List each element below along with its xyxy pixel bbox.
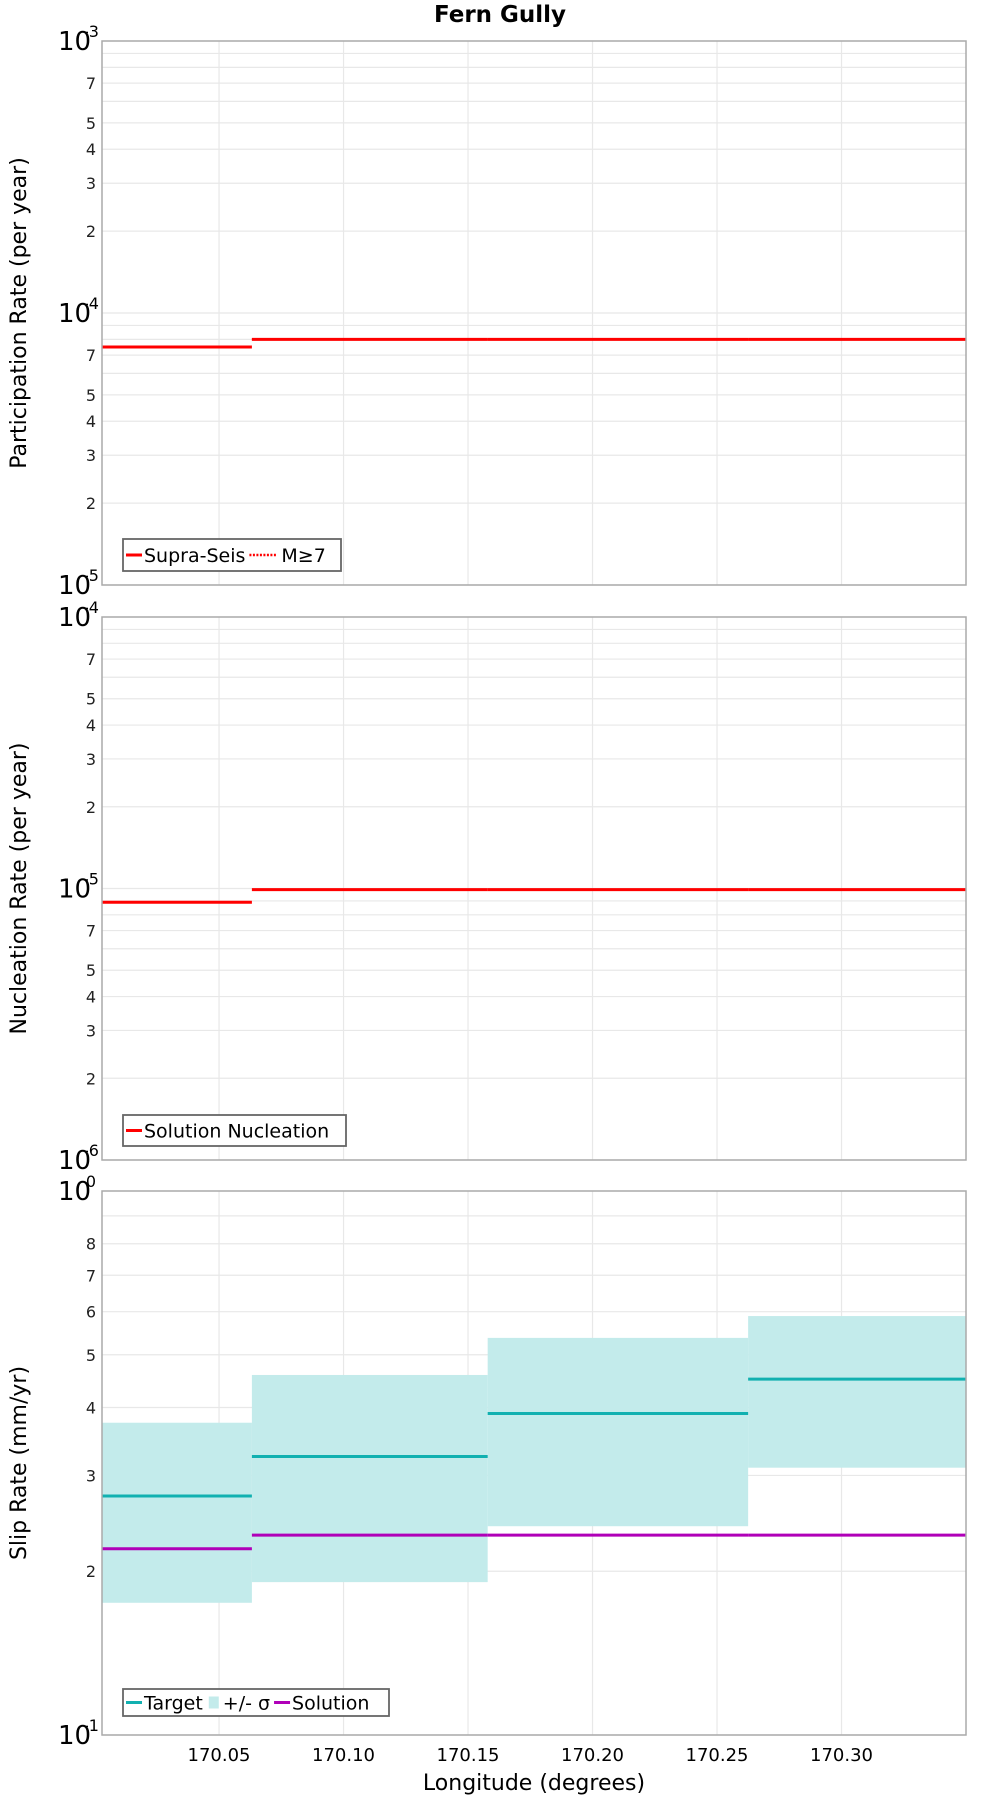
y-minor-tick-label: 2 <box>86 1562 96 1581</box>
gridlines <box>102 41 966 586</box>
y-major-tick-label: 10 <box>58 875 91 905</box>
y-tick-exponent: -4 <box>83 598 99 617</box>
y-tick-exponent: 0 <box>86 1172 96 1191</box>
y-major-tick-label: 10 <box>58 1146 91 1176</box>
x-tick-label: 170.20 <box>561 1745 624 1766</box>
sigma-band <box>102 1422 252 1603</box>
y-minor-tick-label: 7 <box>86 346 96 365</box>
y-axis-label: Nucleation Rate (per year) <box>7 743 32 1035</box>
legend-item: Solution <box>274 1693 369 1715</box>
legend-label: Target <box>143 1693 203 1715</box>
y-minor-tick-label: 3 <box>86 174 96 193</box>
y-minor-tick-label: 5 <box>86 386 96 405</box>
y-tick-exponent: -4 <box>83 294 99 313</box>
y-minor-tick-label: 4 <box>86 412 96 431</box>
series-solution-nucleation <box>102 888 966 904</box>
plot-frame <box>101 40 967 586</box>
y-major-tick-label: 10 <box>58 299 91 329</box>
y-tick-exponent: -1 <box>83 1716 99 1735</box>
legend-label: M≥7 <box>281 545 325 567</box>
plot-frame <box>101 616 967 1161</box>
y-minor-tick-label: 7 <box>86 1266 96 1285</box>
y-minor-tick-label: 5 <box>86 1346 96 1365</box>
series-- <box>102 1316 966 1603</box>
y-minor-tick-label: 3 <box>86 750 96 769</box>
y-major-tick-label: 10 <box>58 1721 91 1751</box>
y-major-tick-label: 10 <box>58 27 91 57</box>
y-minor-tick-label: 2 <box>86 222 96 241</box>
legend-box <box>122 538 342 572</box>
legend-box <box>122 1114 347 1147</box>
y-minor-tick-label: 2 <box>86 494 96 513</box>
legend-label: Supra-Seis <box>144 545 245 567</box>
plot-frame <box>101 1190 967 1736</box>
legend-label: Solution <box>292 1693 369 1715</box>
legend-swatch-patch <box>208 1696 219 1709</box>
x-tick-label: 170.30 <box>810 1745 873 1766</box>
y-tick-exponent: -5 <box>83 870 99 889</box>
y-tick-exponent: -3 <box>83 22 99 41</box>
sigma-band <box>748 1316 966 1468</box>
legend-item: M≥7 <box>249 545 326 567</box>
y-minor-tick-label: 3 <box>86 446 96 465</box>
y-major-tick-label: 10 <box>58 1177 91 1207</box>
sigma-band <box>251 1374 488 1583</box>
x-tick-label: 170.05 <box>188 1745 251 1766</box>
legend-item: Target <box>126 1693 203 1715</box>
y-minor-tick-label: 2 <box>86 798 96 817</box>
x-tick-label: 170.15 <box>437 1745 500 1766</box>
y-minor-tick-label: 5 <box>86 114 96 133</box>
legend: Target +/- σ Solution <box>122 1688 390 1717</box>
legend-label: Solution Nucleation <box>144 1121 329 1143</box>
y-axis-label: Participation Rate (per year) <box>7 157 32 469</box>
legend-box <box>122 1688 390 1717</box>
y-minor-tick-label: 2 <box>86 1069 96 1088</box>
y-major-tick-label: 10 <box>58 571 91 601</box>
y-minor-tick-label: 3 <box>86 1021 96 1040</box>
x-axis-label: Longitude (degrees) <box>423 1771 645 1796</box>
y-tick-exponent: -6 <box>83 1141 99 1160</box>
y-major-tick-label: 10 <box>58 603 91 633</box>
series-m-7 <box>102 338 966 348</box>
legend-label: +/- σ <box>223 1693 270 1715</box>
y-minor-tick-label: 3 <box>86 1466 96 1485</box>
y-minor-tick-label: 7 <box>86 922 96 941</box>
y-minor-tick-label: 5 <box>86 690 96 709</box>
y-minor-tick-label: 6 <box>86 1303 96 1322</box>
y-minor-tick-label: 4 <box>86 716 96 735</box>
legend-item: Solution Nucleation <box>126 1121 329 1143</box>
y-axis-label: Slip Rate (mm/yr) <box>7 1366 32 1560</box>
legend: Supra-Seis M≥7 <box>122 538 342 572</box>
series-supra-seis <box>102 337 966 349</box>
y-minor-tick-label: 4 <box>86 988 96 1007</box>
x-tick-label: 170.10 <box>312 1745 375 1766</box>
y-minor-tick-label: 4 <box>86 1398 96 1417</box>
y-minor-tick-label: 5 <box>86 961 96 980</box>
legend: Solution Nucleation <box>122 1114 347 1147</box>
x-axis-ticks: 170.05 170.10 170.15 170.20 170.25 170.30 <box>188 1745 873 1766</box>
y-minor-tick-label: 8 <box>86 1235 96 1254</box>
sigma-band <box>487 1337 749 1527</box>
y-minor-tick-label: 4 <box>86 140 96 159</box>
legend-item: +/- σ <box>208 1693 270 1715</box>
series-target <box>102 1377 966 1498</box>
legend-item: Supra-Seis <box>126 545 245 567</box>
series-solution <box>102 1533 966 1551</box>
x-tick-label: 170.25 <box>686 1745 749 1766</box>
y-minor-tick-label: 7 <box>86 650 96 669</box>
chart-title: Fern Gully <box>434 2 566 28</box>
y-tick-exponent: -5 <box>83 566 99 585</box>
y-minor-tick-label: 7 <box>86 74 96 93</box>
